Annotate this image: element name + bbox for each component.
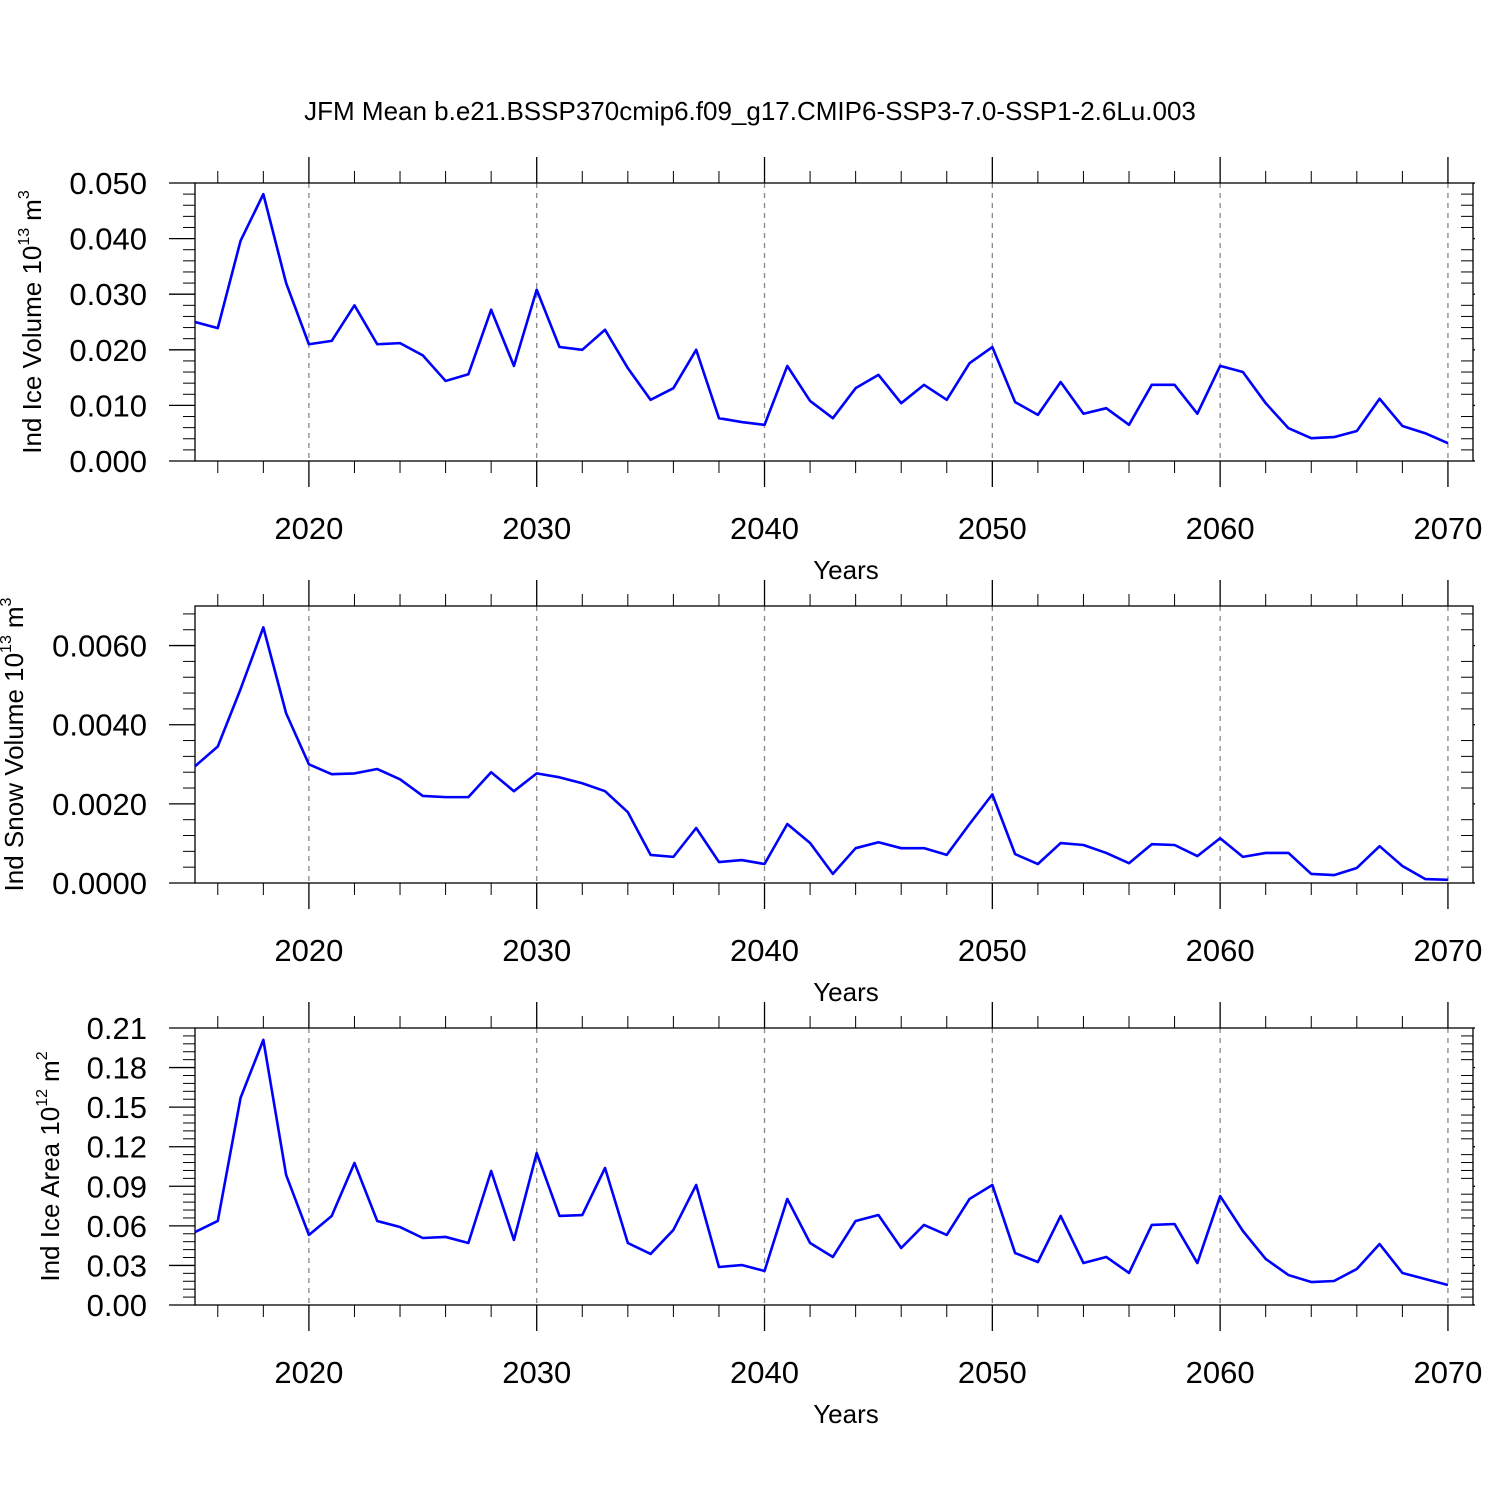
y-tick-label: 0.0040 xyxy=(52,708,147,743)
x-axis-title: Years xyxy=(813,555,879,585)
y-tick-label: 0.0020 xyxy=(52,787,147,822)
y-tick-label: 0.000 xyxy=(69,444,147,479)
data-line xyxy=(194,626,1448,882)
data-line xyxy=(194,1038,1449,1287)
y-tick-label: 0.030 xyxy=(69,277,147,312)
y-axis-title-exponent: 13 xyxy=(16,228,33,246)
plot-frame xyxy=(194,1027,1474,1306)
y-tick-label: 0.0060 xyxy=(52,629,147,664)
y-axis-title-part: Ind Ice Area 10 xyxy=(35,1107,65,1282)
data-line xyxy=(194,192,1449,445)
y-tick-label: 0.020 xyxy=(69,333,147,368)
x-tick-label: 2070 xyxy=(1413,933,1482,968)
x-tick-label: 2040 xyxy=(730,1355,799,1390)
x-tick-label: 2020 xyxy=(274,1355,343,1390)
x-tick-label: 2060 xyxy=(1186,1355,1255,1390)
x-axis-title: Years xyxy=(813,977,879,1007)
panel: 2020 2030 2040 2050 2060 2070 0.0000 0.0020 0.00… xyxy=(0,580,1482,1007)
y-tick-label: 0.010 xyxy=(69,388,147,423)
x-tick-label: 2070 xyxy=(1413,511,1482,546)
y-axis-title-exponent: 3 xyxy=(16,190,33,199)
x-tick-label: 2050 xyxy=(958,933,1027,968)
plot-frame xyxy=(194,605,1474,884)
x-axis-title: Years xyxy=(813,1399,879,1429)
y-axis-title-part: m xyxy=(0,606,29,628)
y-tick-label: 0.12 xyxy=(87,1130,147,1165)
y-tick-label: 0.21 xyxy=(87,1011,147,1046)
y-tick-label: 0.00 xyxy=(87,1288,147,1323)
x-tick-label: 2020 xyxy=(274,933,343,968)
y-axis-title-part: Ind Ice Volume 10 xyxy=(17,246,47,454)
x-tick-label: 2020 xyxy=(274,511,343,546)
panel: 2020 2030 2040 2050 2060 2070 0.00 0.03 0.06 0.09… xyxy=(34,1002,1482,1429)
y-axis-title: Ind Snow Volume 1013 m3 xyxy=(0,597,29,891)
x-tick-label: 2060 xyxy=(1186,933,1255,968)
y-tick-label: 0.06 xyxy=(87,1209,147,1244)
y-tick-label: 0.040 xyxy=(69,222,147,257)
x-tick-label: 2070 xyxy=(1413,1355,1482,1390)
x-tick-label: 2040 xyxy=(730,933,799,968)
y-axis-title: Ind Ice Area 1012 m2 xyxy=(34,1051,65,1281)
y-axis-title-exponent: 2 xyxy=(34,1051,51,1060)
panel: 2020 2030 2040 2050 2060 2070 0.000 0.010 0.020 0… xyxy=(16,157,1482,585)
y-tick-label: 0.15 xyxy=(87,1090,147,1125)
x-tick-label: 2030 xyxy=(502,511,571,546)
x-tick-label: 2060 xyxy=(1186,511,1255,546)
y-tick-label: 0.0000 xyxy=(52,866,147,901)
x-tick-label: 2050 xyxy=(958,511,1027,546)
x-tick-label: 2050 xyxy=(958,1355,1027,1390)
y-axis-title-part: m xyxy=(35,1060,65,1082)
x-tick-label: 2030 xyxy=(502,1355,571,1390)
y-axis-title-part: Ind Snow Volume 10 xyxy=(0,653,29,892)
y-tick-label: 0.050 xyxy=(69,166,147,201)
x-tick-label: 2040 xyxy=(730,511,799,546)
y-axis-title-exponent: 3 xyxy=(0,597,15,606)
y-axis-title-part: m xyxy=(17,199,47,221)
y-tick-label: 0.18 xyxy=(87,1051,147,1086)
y-tick-label: 0.09 xyxy=(87,1169,147,1204)
y-axis-title: Ind Ice Volume 1013 m3 xyxy=(16,190,47,454)
y-axis-title-exponent: 13 xyxy=(0,635,15,653)
chart-title: JFM Mean b.e21.BSSP370cmip6.f09_g17.CMIP… xyxy=(304,96,1196,126)
y-tick-label: 0.03 xyxy=(87,1248,147,1283)
y-axis-title-exponent: 12 xyxy=(34,1089,51,1107)
x-tick-label: 2030 xyxy=(502,933,571,968)
